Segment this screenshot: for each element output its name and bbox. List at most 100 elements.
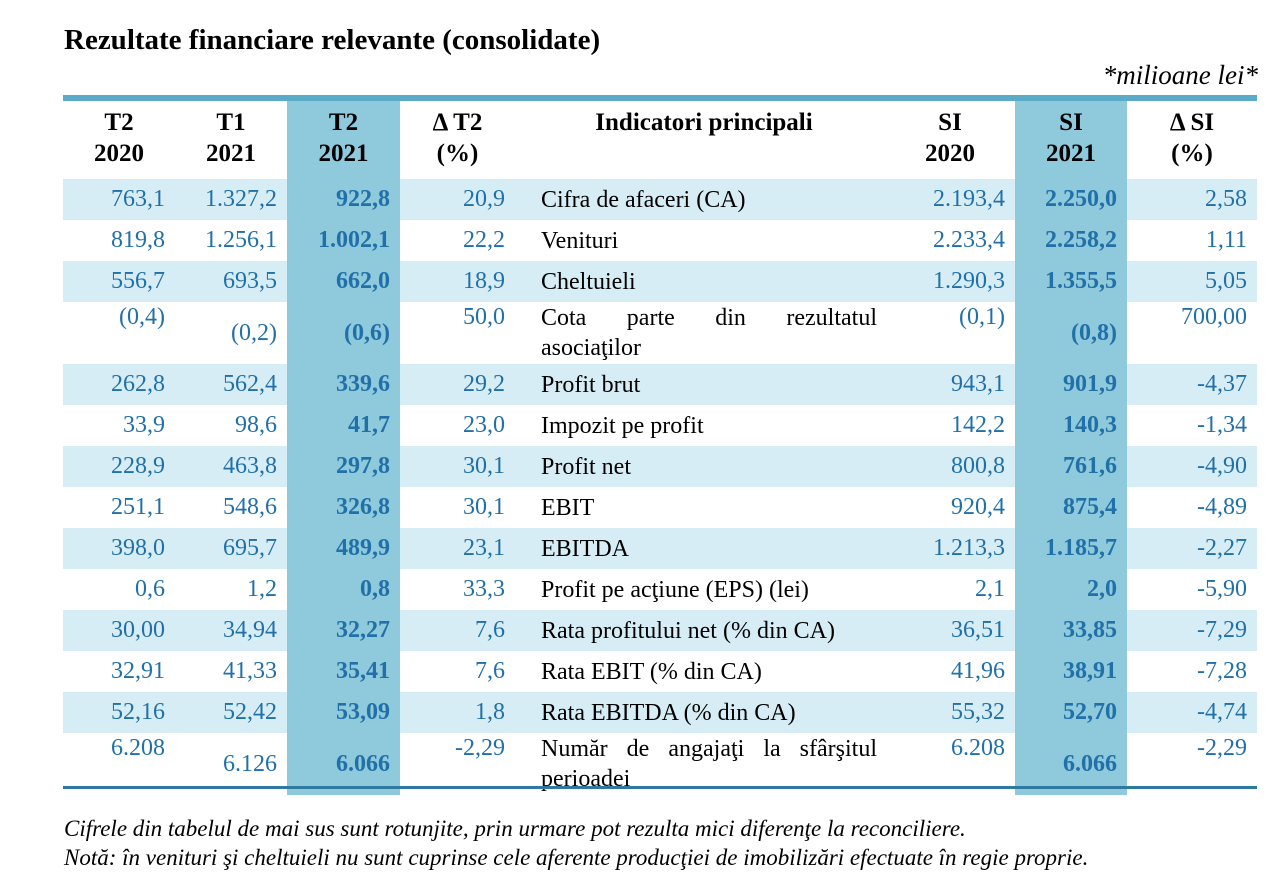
cell-si-2020: 2.233,4 xyxy=(933,227,1005,253)
cell-t1-2021: 41,33 xyxy=(223,658,277,684)
cell-si-2020: 1.290,3 xyxy=(885,261,1015,302)
cell-delta-t2: 23,1 xyxy=(400,528,515,569)
cell-t1-2021: 693,5 xyxy=(175,261,287,302)
cell-si-2021: 1.355,5 xyxy=(1015,261,1127,302)
cell-si-2021: 52,70 xyxy=(1015,692,1127,733)
cell-si-2021: 2.250,0 xyxy=(1015,179,1127,220)
cell-t1-2021: 34,94 xyxy=(175,610,287,651)
cell-delta-si: 5,05 xyxy=(1127,261,1257,302)
table-header-row: T2 2020 T1 2021 T2 2021 Δ T2 (%) Indicatori … xyxy=(63,101,1257,179)
cell-t2-2021: 922,8 xyxy=(287,179,400,220)
header-t2-2020: T2 2020 xyxy=(94,109,144,167)
cell-delta-si: 700,00 xyxy=(1181,304,1247,330)
cell-t2-2020: 30,00 xyxy=(63,610,175,651)
table-row: 32,91 41,33 35,41 7,6 Rata EBIT (% din CA) 41… xyxy=(63,651,1257,692)
header-delta-t2: Δ T2 (%) xyxy=(432,109,483,167)
cell-si-2021: 38,91 xyxy=(1015,651,1127,692)
cell-delta-t2: 18,9 xyxy=(400,261,515,302)
cell-si-2020: 142,2 xyxy=(951,412,1005,438)
cell-delta-si: 1,11 xyxy=(1205,227,1247,253)
table-row: 0,6 1,2 0,8 33,3 Profit pe acţiune (EPS) (le… xyxy=(63,569,1257,610)
cell-t2-2021: 0,8 xyxy=(287,569,400,610)
cell-t2-2020: 32,91 xyxy=(111,658,165,684)
cell-t2-2021: 53,09 xyxy=(287,692,400,733)
cell-delta-t2: 33,3 xyxy=(463,576,505,602)
cell-t2-2021: 339,6 xyxy=(287,364,400,405)
table-bottom-rule xyxy=(63,786,1257,789)
table-row: 819,8 1.256,1 1.002,1 22,2 Venituri 2.233,4 2.… xyxy=(63,220,1257,261)
table-row: 251,1 548,6 326,8 30,1 EBIT 920,4 875,4 -4,89 xyxy=(63,487,1257,528)
cell-t2-2021: 35,41 xyxy=(287,651,400,692)
cell-t2-2020: 763,1 xyxy=(63,179,175,220)
cell-si-2020: 920,4 xyxy=(951,494,1005,520)
cell-si-2020: (0,1) xyxy=(959,304,1005,330)
cell-delta-si: -7,28 xyxy=(1197,658,1247,684)
cell-indicator-label: Impozit pe profit xyxy=(541,412,704,439)
table-row: 30,00 34,94 32,27 7,6 Rata profitului net (%… xyxy=(63,610,1257,651)
cell-indicator-label: EBITDA xyxy=(515,528,885,569)
footnote-rounding: Cifrele din tabelul de mai sus sunt rotu… xyxy=(64,816,966,841)
cell-t2-2021: 6.066 xyxy=(287,733,400,795)
cell-si-2020: 800,8 xyxy=(885,446,1015,487)
cell-t1-2021: 548,6 xyxy=(223,494,277,520)
header-t1-2021: T1 2021 xyxy=(206,109,256,167)
cell-delta-t2: 50,0 xyxy=(463,304,505,330)
cell-delta-t2: 7,6 xyxy=(475,658,505,684)
cell-t1-2021: 463,8 xyxy=(175,446,287,487)
cell-t1-2021: 695,7 xyxy=(175,528,287,569)
cell-delta-t2: 29,2 xyxy=(400,364,515,405)
cell-si-2020: 943,1 xyxy=(885,364,1015,405)
table-row: 556,7 693,5 662,0 18,9 Cheltuieli 1.290,3 1.35… xyxy=(63,261,1257,302)
table-row: 6.208 6.126 6.066 -2,29 Număr de angajaţi la… xyxy=(63,733,1257,795)
cell-indicator-label: Profit pe acţiune (EPS) (lei) xyxy=(541,576,809,603)
cell-t1-2021: 52,42 xyxy=(175,692,287,733)
cell-delta-si: -2,29 xyxy=(1197,735,1247,761)
cell-delta-t2: 20,9 xyxy=(400,179,515,220)
header-indicators: Indicatori principali xyxy=(595,109,813,136)
cell-delta-si: -4,89 xyxy=(1197,494,1247,520)
header-si-2020: SI 2020 xyxy=(925,109,975,167)
cell-t2-2020: 262,8 xyxy=(63,364,175,405)
cell-t2-2020: 819,8 xyxy=(111,227,165,253)
cell-indicator-label: Profit net xyxy=(515,446,885,487)
header-si-2021: SI 2021 xyxy=(1015,101,1127,179)
cell-delta-si: 2,58 xyxy=(1127,179,1257,220)
cell-t2-2020: 556,7 xyxy=(63,261,175,302)
cell-indicator-label: Profit brut xyxy=(515,364,885,405)
cell-si-2021: 875,4 xyxy=(1015,487,1127,528)
cell-si-2020: 41,96 xyxy=(951,658,1005,684)
cell-si-2021: 2.258,2 xyxy=(1015,220,1127,261)
cell-t1-2021: 1.256,1 xyxy=(205,227,277,253)
cell-t2-2021: 326,8 xyxy=(287,487,400,528)
cell-si-2021: 901,9 xyxy=(1015,364,1127,405)
cell-si-2020: 55,32 xyxy=(885,692,1015,733)
cell-delta-t2: -2,29 xyxy=(455,735,505,761)
cell-delta-t2: 7,6 xyxy=(400,610,515,651)
cell-si-2021: 1.185,7 xyxy=(1015,528,1127,569)
cell-t2-2021: 32,27 xyxy=(287,610,400,651)
header-delta-si: Δ SI (%) xyxy=(1169,109,1215,167)
cell-delta-si: -4,37 xyxy=(1127,364,1257,405)
cell-delta-si: -4,90 xyxy=(1127,446,1257,487)
cell-delta-si: -7,29 xyxy=(1127,610,1257,651)
table-row: 262,8 562,4 339,6 29,2 Profit brut 943,1 901,9… xyxy=(63,364,1257,405)
cell-si-2020: 2,1 xyxy=(975,576,1005,602)
cell-indicator-label: Cheltuieli xyxy=(515,261,885,302)
cell-delta-si: -2,27 xyxy=(1127,528,1257,569)
cell-si-2020: 1.213,3 xyxy=(885,528,1015,569)
table-row: (0,4) (0,2) (0,6) 50,0 Cota parte din rezult… xyxy=(63,302,1257,364)
cell-t2-2021: 41,7 xyxy=(287,405,400,446)
table-row: 33,9 98,6 41,7 23,0 Impozit pe profit 142,2 14… xyxy=(63,405,1257,446)
footnotes: Cifrele din tabelul de mai sus sunt rotu… xyxy=(64,814,1088,872)
cell-t2-2020: (0,4) xyxy=(119,304,165,330)
cell-si-2020: 6.208 xyxy=(951,735,1005,761)
cell-t1-2021: 1.327,2 xyxy=(175,179,287,220)
cell-t2-2020: 52,16 xyxy=(63,692,175,733)
cell-t2-2020: 6.208 xyxy=(111,735,165,761)
cell-t2-2021: 489,9 xyxy=(287,528,400,569)
financial-results-table: T2 2020 T1 2021 T2 2021 Δ T2 (%) Indicatori … xyxy=(63,101,1257,795)
cell-t2-2021: 1.002,1 xyxy=(287,220,400,261)
units-label: *milioane lei* xyxy=(1102,60,1258,90)
cell-t2-2021: 662,0 xyxy=(287,261,400,302)
table-row: 398,0 695,7 489,9 23,1 EBITDA 1.213,3 1.185,7-… xyxy=(63,528,1257,569)
